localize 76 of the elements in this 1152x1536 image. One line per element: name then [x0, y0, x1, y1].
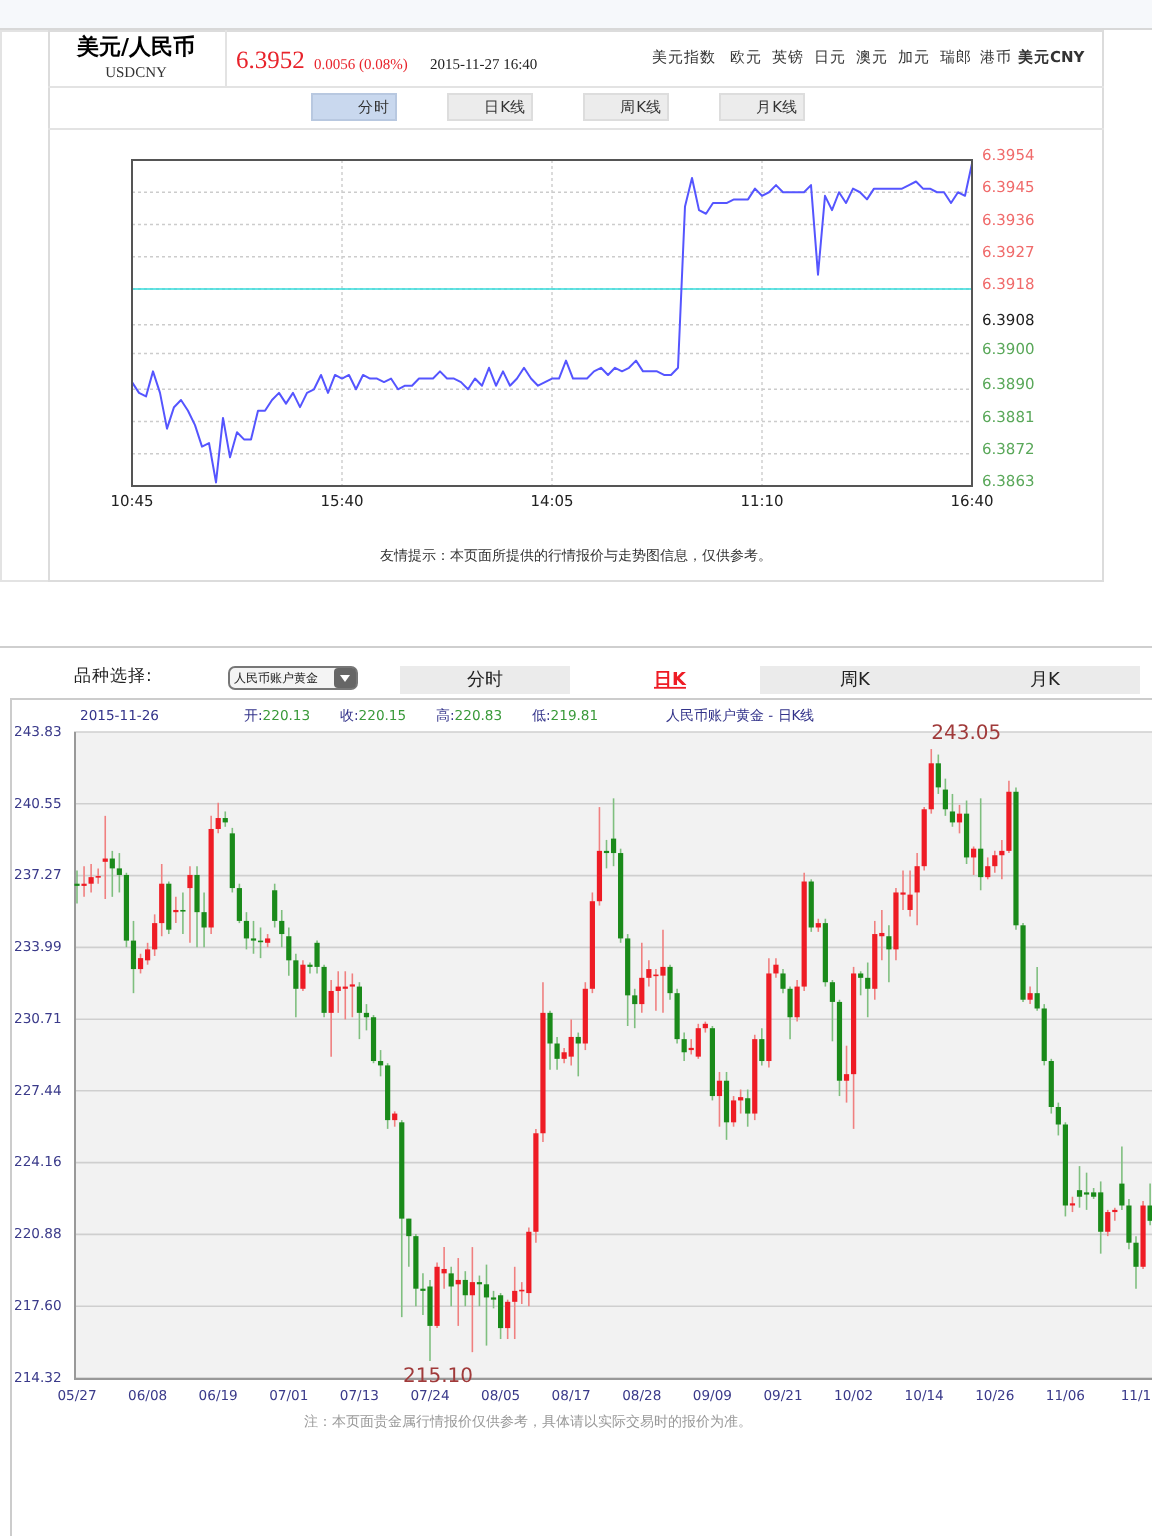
- candlestick: [187, 865, 193, 944]
- candlestick: [250, 920, 257, 955]
- candlestick: [639, 942, 645, 1014]
- candlestick: [603, 839, 610, 870]
- candlestick: [963, 799, 970, 865]
- candlestick: [949, 793, 956, 828]
- candlestick: [660, 928, 666, 1014]
- candlestick: [505, 1298, 511, 1340]
- candlestick: [1105, 1209, 1111, 1237]
- candlestick: [74, 869, 80, 905]
- candlestick: [1076, 1165, 1083, 1209]
- candlestick: [745, 1088, 751, 1128]
- candlestick: [730, 1095, 737, 1128]
- candlestick: [829, 979, 836, 1043]
- candlestick: [342, 970, 348, 1021]
- candlestick: [328, 979, 334, 1058]
- candlestick: [886, 924, 892, 984]
- candlestick: [272, 882, 278, 929]
- candlestick: [483, 1263, 490, 1347]
- chart-title: 美元/人民币: [74, 34, 196, 61]
- candlestick: [145, 942, 151, 966]
- text: 日K: [654, 668, 689, 691]
- candlestick: [349, 972, 355, 1019]
- candlestick: [695, 1023, 701, 1060]
- candlestick: [575, 1031, 581, 1078]
- candlestick: [935, 753, 941, 795]
- candlestick: [88, 863, 94, 894]
- line-series: [131, 162, 973, 484]
- candlestick: [448, 1265, 454, 1307]
- candlestick: [159, 863, 165, 938]
- candlestick: [985, 856, 991, 881]
- candlestick: [476, 1274, 483, 1307]
- candlestick: [243, 911, 250, 951]
- candlestick: [759, 1027, 765, 1067]
- candlestick: [723, 1071, 730, 1141]
- candlestick: [1083, 1171, 1090, 1211]
- text: 6.3952: [236, 45, 305, 74]
- candlestick: [81, 865, 87, 898]
- candlestick: [610, 797, 617, 867]
- text: 周K: [840, 668, 873, 691]
- candlestick: [166, 880, 172, 935]
- candlestick: [427, 1279, 433, 1362]
- candlestick: [716, 1071, 723, 1128]
- candlestick: [194, 865, 200, 948]
- candlestick: [300, 959, 306, 992]
- candlestick: [1055, 1101, 1061, 1137]
- candlestick: [568, 1018, 574, 1067]
- candlestick: [130, 920, 137, 994]
- candlestick: [152, 913, 158, 957]
- candlestick: [173, 896, 179, 924]
- candlestick: [498, 1292, 504, 1340]
- candlestick: [843, 1044, 850, 1104]
- candlestick: [858, 970, 864, 997]
- candlestick: [808, 878, 814, 933]
- candlestick: [370, 1014, 377, 1065]
- candlestick: [992, 850, 998, 874]
- candlestick: [865, 961, 871, 1019]
- candlestick: [236, 882, 242, 924]
- candlestick: [469, 1246, 475, 1353]
- candlestick: [116, 852, 122, 894]
- candlestick: [978, 797, 984, 892]
- candlestick: [1098, 1180, 1104, 1255]
- candlestick: [137, 952, 144, 975]
- candlestick: [462, 1270, 468, 1307]
- annotation: 243.05: [931, 722, 1002, 745]
- candlestick: [1147, 1182, 1152, 1226]
- candlestick: [942, 777, 948, 817]
- annotation: 215.10: [403, 1366, 473, 1389]
- text: 品种选择:: [74, 664, 152, 687]
- candlestick: [547, 1009, 553, 1071]
- text: 分时: [467, 668, 503, 691]
- candlestick: [180, 891, 186, 935]
- candlestick: [632, 987, 638, 1029]
- text: 月K: [1030, 670, 1063, 691]
- candlestick: [512, 1265, 518, 1340]
- candlestick: [356, 981, 362, 1040]
